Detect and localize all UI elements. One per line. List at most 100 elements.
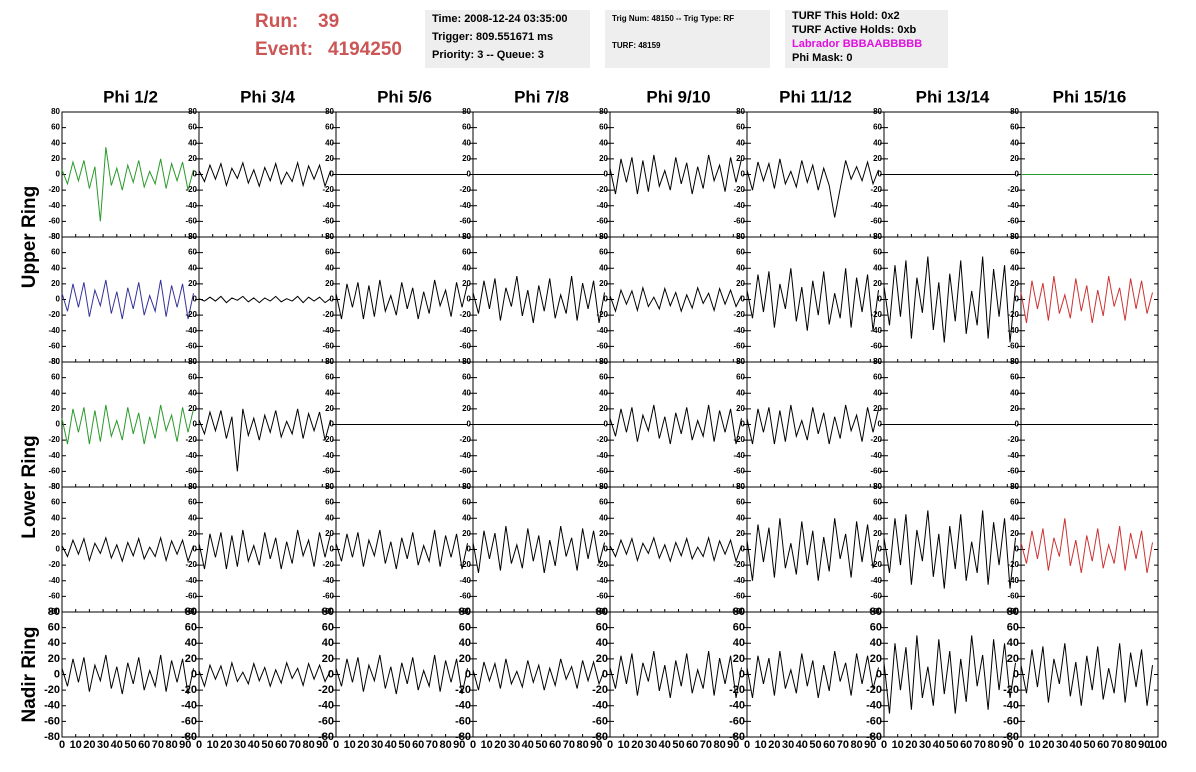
- y-tick-label: 40: [599, 138, 608, 147]
- y-tick-label: -60: [1007, 591, 1019, 600]
- x-tick-label: 90: [864, 739, 876, 751]
- y-tick-label: 40: [322, 637, 334, 649]
- x-tick-label: 90: [316, 739, 328, 751]
- y-tick-label: 20: [322, 653, 334, 665]
- y-tick-label: 60: [599, 123, 608, 132]
- x-tick-label: 30: [508, 739, 520, 751]
- x-tick-label: 60: [412, 739, 424, 751]
- x-tick-label: 20: [494, 739, 506, 751]
- x-tick-label: 30: [371, 739, 383, 751]
- column-title: Phi 3/4: [240, 87, 295, 106]
- y-tick-label: 0: [878, 170, 883, 179]
- y-tick-label: 60: [325, 123, 334, 132]
- y-tick-label: 40: [51, 388, 60, 397]
- x-tick-label: 10: [207, 739, 219, 751]
- waveform: [472, 525, 606, 574]
- y-tick-label: 60: [188, 123, 197, 132]
- x-tick-label: 90: [179, 739, 191, 751]
- y-tick-label: 40: [733, 637, 745, 649]
- x-tick-label: 30: [1056, 739, 1068, 751]
- x-tick-label: 60: [275, 739, 287, 751]
- y-tick-label: -40: [48, 326, 60, 335]
- x-tick-label: 0: [470, 739, 476, 751]
- y-tick-label: -20: [596, 185, 608, 194]
- waveform: [61, 147, 195, 222]
- y-tick-label: 0: [741, 420, 746, 429]
- y-tick-label: -60: [1003, 715, 1019, 727]
- x-tick-label: 90: [590, 739, 602, 751]
- y-tick-label: 20: [873, 279, 882, 288]
- y-tick-label: -20: [459, 435, 471, 444]
- y-tick-label: 60: [599, 373, 608, 382]
- y-tick-label: 20: [51, 529, 60, 538]
- y-tick-label: -40: [48, 576, 60, 585]
- y-tick-label: -60: [322, 216, 334, 225]
- y-tick-label: 40: [870, 637, 882, 649]
- y-tick-label: -20: [870, 435, 882, 444]
- x-tick-label: 20: [220, 739, 232, 751]
- y-tick-label: -20: [729, 684, 745, 696]
- y-tick-label: 20: [1007, 653, 1019, 665]
- y-tick-label: 0: [330, 295, 335, 304]
- y-tick-label: 80: [188, 232, 197, 241]
- y-tick-label: -20: [181, 684, 197, 696]
- y-tick-label: 40: [873, 263, 882, 272]
- y-tick-label: -40: [870, 201, 882, 210]
- y-tick-label: 40: [462, 513, 471, 522]
- y-tick-label: -60: [318, 715, 334, 727]
- y-tick-label: -60: [48, 591, 60, 600]
- y-tick-label: -40: [459, 201, 471, 210]
- y-tick-label: 80: [188, 482, 197, 491]
- info-text: TURF Active Holds: 0xb: [792, 24, 917, 36]
- y-tick-label: 80: [1010, 482, 1019, 491]
- y-tick-label: 60: [873, 498, 882, 507]
- x-tick-label: 30: [782, 739, 794, 751]
- x-tick-label: 40: [1070, 739, 1082, 751]
- y-tick-label: -60: [1007, 341, 1019, 350]
- y-tick-label: 40: [459, 637, 471, 649]
- y-tick-label: 0: [191, 668, 197, 680]
- x-tick-label: 80: [850, 739, 862, 751]
- ring-label: Lower Ring: [19, 435, 40, 538]
- y-tick-label: -60: [596, 341, 608, 350]
- event-label: Event:: [255, 39, 313, 60]
- y-tick-label: 0: [1015, 170, 1020, 179]
- y-tick-label: -60: [185, 591, 197, 600]
- y-tick-label: 40: [51, 263, 60, 272]
- y-tick-label: 20: [188, 279, 197, 288]
- y-tick-label: 20: [185, 653, 197, 665]
- y-tick-label: 20: [51, 154, 60, 163]
- y-tick-label: 20: [459, 653, 471, 665]
- y-tick-label: -20: [596, 560, 608, 569]
- panel-frame: [609, 111, 748, 238]
- x-tick-label: 0: [744, 739, 750, 751]
- x-tick-label: 10: [755, 739, 767, 751]
- y-tick-label: -20: [322, 435, 334, 444]
- info-text: Phi Mask: 0: [792, 52, 853, 64]
- panel-frame: [61, 361, 200, 488]
- waveform: [198, 408, 332, 472]
- y-tick-label: 40: [462, 263, 471, 272]
- x-tick-label: 60: [960, 739, 972, 751]
- y-tick-label: 40: [736, 388, 745, 397]
- waveform: [746, 650, 880, 699]
- waveform: [472, 658, 605, 691]
- x-tick-label: 60: [549, 739, 561, 751]
- y-tick-label: -20: [48, 185, 60, 194]
- y-tick-label: 80: [596, 606, 608, 618]
- y-tick-label: 80: [736, 232, 745, 241]
- y-tick-label: 60: [873, 123, 882, 132]
- y-tick-label: -20: [596, 310, 608, 319]
- waveform: [1020, 518, 1154, 574]
- y-tick-label: 20: [51, 404, 60, 413]
- x-tick-label: 0: [59, 739, 65, 751]
- x-tick-label: 10: [70, 739, 82, 751]
- y-tick-label: -20: [866, 684, 882, 696]
- x-tick-label: 60: [138, 739, 150, 751]
- column-title: Phi 15/16: [1053, 87, 1127, 106]
- x-tick-label: 20: [83, 739, 95, 751]
- y-tick-label: 20: [462, 529, 471, 538]
- y-tick-label: 80: [599, 232, 608, 241]
- x-tick-label: 70: [700, 739, 712, 751]
- y-tick-label: -80: [48, 357, 60, 366]
